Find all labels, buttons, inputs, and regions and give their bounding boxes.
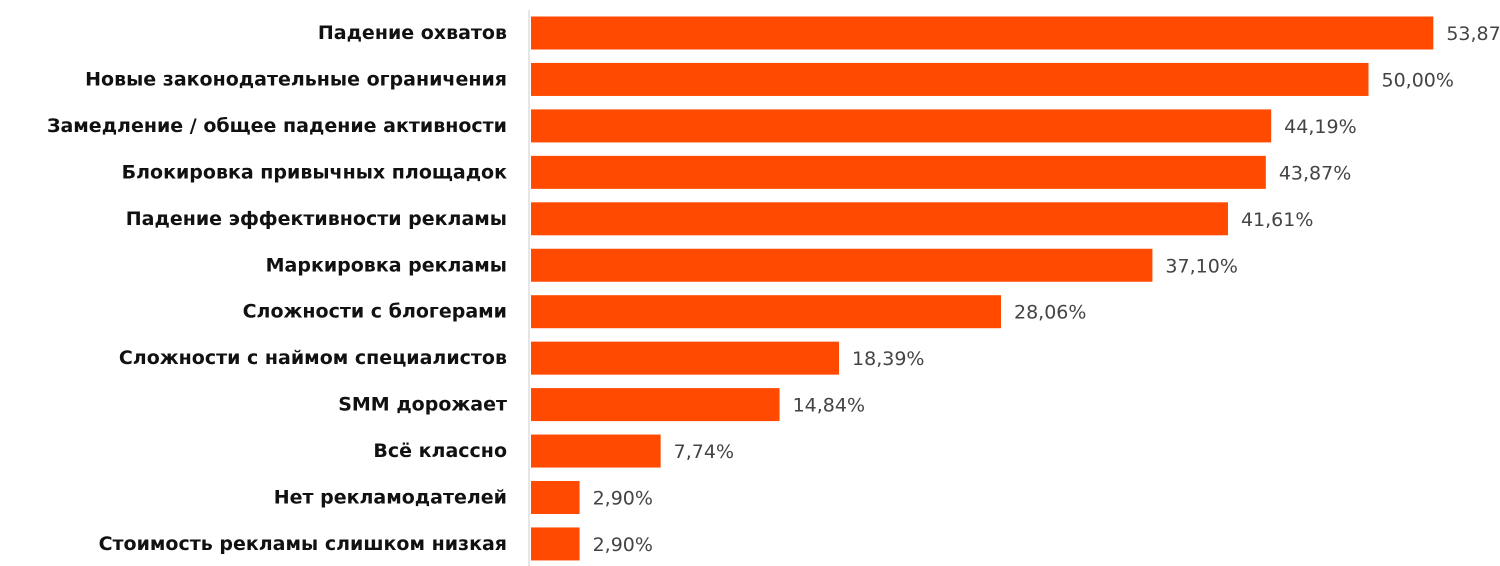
bar xyxy=(531,527,580,561)
category-label: Маркировка рекламы xyxy=(266,254,507,276)
value-labels: 53,87% 50,00% 44,19% 43,87% 41,61% 37,10% 28,0… xyxy=(593,23,1500,556)
bar xyxy=(531,155,1266,189)
bar xyxy=(531,341,840,375)
category-label: Всё классно xyxy=(373,440,507,462)
bar xyxy=(531,248,1153,282)
category-label: Сложности с наймом специалистов xyxy=(119,347,507,369)
category-label: Стоимость рекламы слишком низкая xyxy=(99,533,507,555)
category-label: Сложности с блогерами xyxy=(243,301,507,323)
value-label: 28,06% xyxy=(1014,302,1086,324)
value-label: 53,87% xyxy=(1446,23,1500,45)
bar xyxy=(531,202,1228,236)
bar xyxy=(531,16,1434,50)
value-label: 18,39% xyxy=(852,348,924,370)
category-label: Падение эффективности рекламы xyxy=(126,208,507,230)
bar xyxy=(531,109,1272,143)
value-label: 2,90% xyxy=(593,534,653,556)
value-label: 43,87% xyxy=(1279,162,1351,184)
category-label: Замедление / общее падение активности xyxy=(47,115,507,137)
category-label: Нет рекламодателей xyxy=(274,487,507,509)
value-label: 41,61% xyxy=(1241,209,1313,231)
bar xyxy=(531,62,1369,96)
bar xyxy=(531,481,580,514)
category-labels: Падение охватов Новые законодательные огр… xyxy=(47,22,507,555)
category-label: Падение охватов xyxy=(318,22,507,44)
value-label: 7,74% xyxy=(674,441,734,463)
bars xyxy=(531,16,1434,561)
bar xyxy=(531,295,1002,329)
value-label: 50,00% xyxy=(1382,69,1454,91)
category-label: Блокировка привычных площадок xyxy=(122,161,507,183)
bar xyxy=(531,434,661,468)
category-label: SMM дорожает xyxy=(338,394,507,416)
value-label: 44,19% xyxy=(1284,116,1356,138)
category-label: Новые законодательные ограничения xyxy=(85,68,507,90)
value-label: 14,84% xyxy=(793,395,865,417)
value-label: 2,90% xyxy=(593,488,653,510)
bar xyxy=(531,388,780,422)
value-label: 37,10% xyxy=(1165,255,1237,277)
